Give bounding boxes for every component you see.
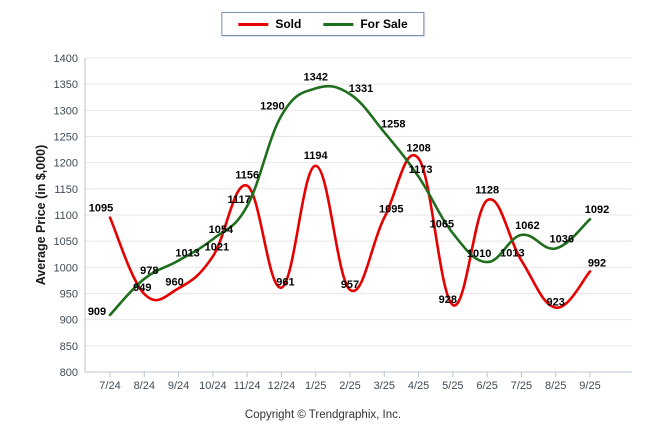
- y-axis-tick-label: 800: [60, 367, 78, 379]
- sold-line-swatch: [238, 22, 269, 26]
- x-axis-tick-label: 2/25: [339, 380, 360, 392]
- legend-label-for-sale: For Sale: [360, 17, 408, 31]
- y-axis-tick-label: 1000: [54, 262, 78, 274]
- data-point-label: 1331: [349, 83, 373, 95]
- chart-legend: Sold For Sale: [221, 12, 425, 36]
- x-axis-tick-label: 7/24: [99, 380, 120, 392]
- x-axis-tick-label: 8/24: [134, 380, 155, 392]
- data-point-label: 1258: [381, 118, 405, 130]
- data-point-label: 1117: [228, 194, 251, 206]
- data-point-label: 1208: [406, 142, 430, 154]
- data-point-label: 961: [276, 277, 294, 289]
- y-axis-tick-label: 1300: [54, 105, 78, 117]
- x-axis-tick-label: 5/25: [442, 380, 463, 392]
- y-axis-tick-label: 1100: [54, 210, 78, 222]
- x-axis-tick-label: 3/25: [374, 380, 395, 392]
- data-point-label: 1290: [260, 101, 284, 113]
- data-point-label: 1036: [549, 233, 573, 245]
- data-point-label: 1054: [209, 224, 234, 236]
- data-point-label: 1095: [379, 204, 403, 216]
- data-point-label: 1194: [304, 150, 329, 162]
- y-axis-tick-label: 1200: [54, 158, 78, 170]
- y-axis-tick-label: 1050: [54, 236, 78, 248]
- x-axis-tick-label: 7/25: [511, 380, 532, 392]
- data-point-label: 909: [88, 306, 106, 318]
- x-axis-tick-label: 1/25: [305, 380, 326, 392]
- data-point-label: 1021: [205, 241, 229, 253]
- y-axis-tick-label: 1400: [54, 53, 78, 65]
- y-axis-tick-label: 1250: [54, 132, 78, 144]
- data-point-label: 1065: [430, 218, 454, 230]
- legend-item-sold: Sold: [238, 17, 301, 31]
- data-point-label: 1173: [409, 164, 433, 176]
- y-axis-title: Average Price (in $,000): [34, 145, 48, 286]
- x-axis-tick-label: 4/25: [408, 380, 429, 392]
- x-axis-tick-label: 9/25: [579, 380, 600, 392]
- series-line-sold: [108, 154, 592, 309]
- data-point-label: 928: [439, 294, 457, 306]
- data-point-label: 1062: [515, 220, 539, 232]
- y-axis-tick-label: 850: [60, 341, 78, 353]
- y-axis-tick-label: 900: [60, 315, 78, 327]
- y-axis-tick-label: 950: [60, 289, 78, 301]
- data-point-label: 1013: [500, 248, 524, 260]
- data-point-label: 923: [547, 297, 565, 309]
- data-point-label: 1342: [303, 71, 327, 83]
- data-point-label: 1010: [467, 248, 491, 260]
- data-point-label: 1092: [585, 204, 609, 216]
- x-axis-tick-label: 6/25: [476, 380, 497, 392]
- x-axis-tick-label: 10/24: [199, 380, 227, 392]
- legend-item-for-sale: For Sale: [323, 17, 408, 31]
- legend-label-sold: Sold: [275, 17, 302, 31]
- copyright-text: Copyright © Trendgraphix, Inc.: [244, 409, 402, 421]
- data-point-label: 1128: [475, 184, 499, 196]
- x-axis-tick-label: 9/24: [168, 380, 189, 392]
- series-line-for-sale: [108, 84, 592, 317]
- data-point-label: 1156: [235, 170, 259, 182]
- x-axis-tick-label: 11/24: [234, 380, 261, 392]
- x-axis-tick-label: 12/24: [268, 380, 296, 392]
- y-axis-tick-label: 1350: [54, 79, 78, 91]
- data-point-label: 1013: [175, 248, 199, 260]
- data-point-label: 957: [341, 279, 359, 291]
- x-axis-tick-label: 8/25: [545, 380, 566, 392]
- data-point-label: 992: [588, 258, 606, 270]
- data-point-label: 1095: [89, 203, 113, 215]
- for-sale-line-swatch: [323, 22, 354, 26]
- data-point-label: 960: [165, 276, 183, 288]
- data-point-label: 949: [133, 282, 151, 294]
- y-axis-tick-label: 1150: [54, 184, 78, 196]
- data-point-label: 978: [140, 265, 158, 277]
